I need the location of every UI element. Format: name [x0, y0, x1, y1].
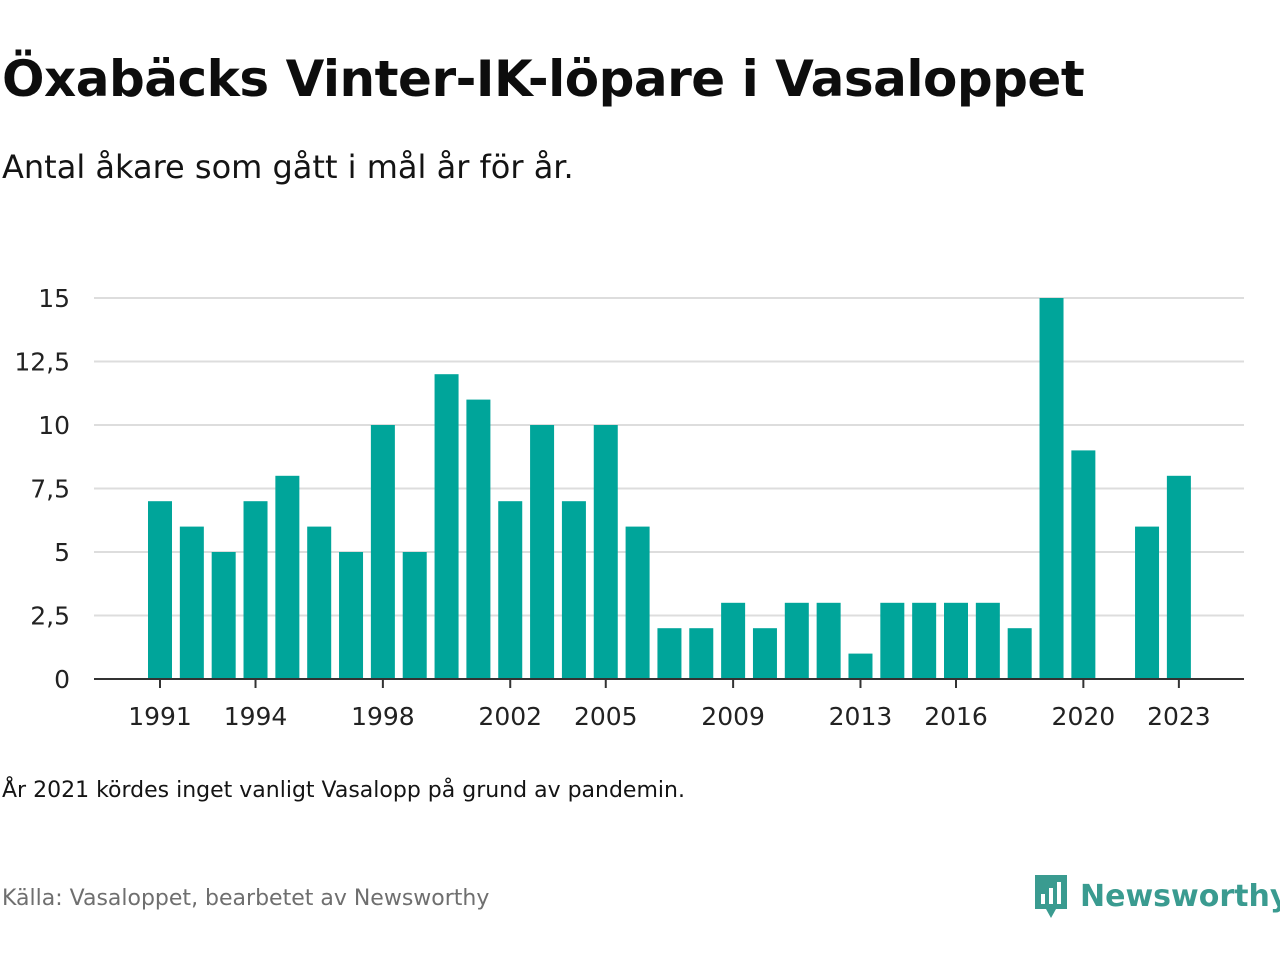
bar-2015 — [912, 602, 937, 679]
brand-name: Newsworthy — [1080, 878, 1280, 914]
bar-2017 — [975, 602, 1000, 679]
chart-subtitle: Antal åkare som gått i mål år för år. — [2, 148, 574, 186]
bar-2018 — [1007, 628, 1032, 679]
footnote: År 2021 kördes inget vanligt Vasalopp på… — [2, 778, 685, 803]
x-tick-label: 2023 — [1147, 702, 1211, 730]
bar-1991 — [148, 501, 172, 679]
bar-1995 — [275, 475, 300, 679]
y-tick-label: 12,5 — [14, 348, 70, 377]
bar-1999 — [402, 552, 427, 679]
bar-2019 — [1039, 298, 1064, 679]
x-tick-label: 2016 — [924, 702, 988, 730]
x-tick-label: 1994 — [224, 702, 288, 730]
y-tick-label: 15 — [38, 284, 70, 313]
y-tick-label: 7,5 — [30, 475, 70, 504]
bar-1996 — [307, 526, 332, 679]
bar-2009 — [721, 602, 746, 679]
y-tick-label: 5 — [54, 538, 70, 567]
bar-2016 — [944, 602, 968, 679]
x-tick-label: 2020 — [1052, 702, 1116, 730]
bar-2010 — [752, 628, 777, 679]
bar-1993 — [211, 552, 236, 679]
bar-1992 — [179, 526, 204, 679]
y-tick-label: 10 — [38, 411, 70, 440]
bar-2014 — [880, 602, 905, 679]
source-text: Källa: Vasaloppet, bearbetet av Newswort… — [2, 886, 490, 911]
bar-1997 — [339, 552, 364, 679]
bar-2006 — [625, 526, 650, 679]
bar-chart: 0 2,5 5 7,5 10 12,5 15 1991 1994 1998 2002 2005 200… — [14, 284, 1244, 730]
bar-2013 — [848, 653, 873, 679]
newsworthy-logo-icon — [1035, 875, 1067, 918]
y-axis-tick-labels: 0 2,5 5 7,5 10 12,5 15 — [14, 284, 70, 694]
x-tick-label: 2009 — [701, 702, 765, 730]
bar-2004 — [561, 501, 586, 679]
x-tick-label: 1998 — [351, 702, 415, 730]
brand-logo: Newsworthy — [1032, 870, 1280, 922]
bar-2007 — [657, 628, 682, 679]
bar-1994 — [243, 501, 268, 679]
bar-2020 — [1071, 450, 1096, 679]
bar-1998 — [370, 425, 395, 679]
bar-2023 — [1166, 475, 1191, 679]
bar-2011 — [784, 602, 809, 679]
x-tick-label: 2013 — [829, 702, 893, 730]
x-tick-label: 1991 — [128, 702, 192, 730]
x-tick-label: 2005 — [574, 702, 638, 730]
bar-2022 — [1135, 526, 1160, 679]
bar-2003 — [530, 425, 555, 679]
bar-2012 — [816, 602, 841, 679]
x-tick-label: 2002 — [478, 702, 542, 730]
bars — [148, 298, 1191, 679]
y-tick-label: 2,5 — [30, 602, 70, 631]
y-tick-label: 0 — [54, 665, 70, 694]
x-axis-tick-labels: 1991 1994 1998 2002 2005 2009 2013 2016 2020 2023 — [128, 679, 1211, 730]
bar-2001 — [466, 399, 491, 679]
bar-2002 — [498, 501, 523, 679]
chart-title: Öxabäcks Vinter-IK-löpare i Vasaloppet — [2, 50, 1085, 108]
bar-2005 — [593, 425, 618, 679]
bar-2008 — [689, 628, 714, 679]
bar-2000 — [434, 374, 459, 679]
